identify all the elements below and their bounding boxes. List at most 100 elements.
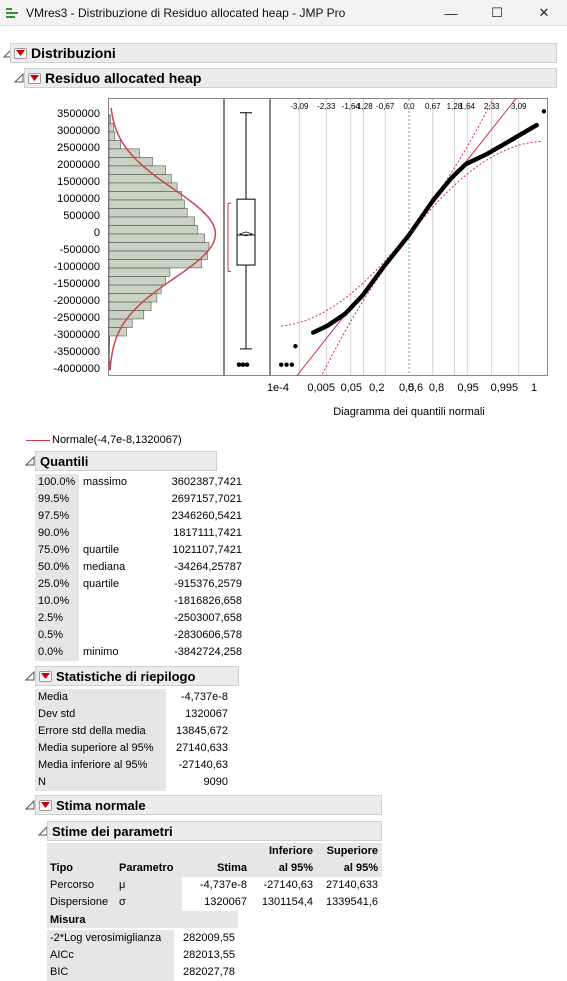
quantile-pct: 0.0% bbox=[35, 644, 79, 661]
summary-value: 13845,672 bbox=[176, 725, 228, 737]
param-stima: -4,737e-8 bbox=[199, 879, 247, 891]
disclosure-icon[interactable] bbox=[14, 73, 24, 83]
stima-normale-header: Stima normale bbox=[35, 795, 382, 815]
maximize-button[interactable]: ☐ bbox=[491, 5, 503, 20]
close-button[interactable]: ✕ bbox=[538, 5, 550, 20]
red-triangle-menu-icon[interactable] bbox=[39, 670, 52, 682]
legend: Normale(-4,7e-8,1320067) bbox=[26, 434, 182, 446]
prob-tick-label: 0,995 bbox=[490, 382, 519, 394]
top-quantile-label: -3,09 bbox=[290, 102, 309, 111]
y-tick-label: 0 bbox=[93, 226, 100, 239]
histogram-bar bbox=[108, 131, 116, 141]
histogram-bar bbox=[108, 148, 140, 158]
summary-label: Media inferiore al 95% bbox=[35, 757, 166, 774]
quantile-row: 90.0% 1817111,7421 bbox=[35, 525, 245, 542]
top-quantile-label: 0,0 bbox=[403, 102, 415, 111]
quantile-point bbox=[534, 122, 539, 128]
histogram-bar bbox=[108, 310, 145, 320]
y-tick-label: 3500000 bbox=[57, 107, 100, 120]
quantile-row: 0.5% -2830606,578 bbox=[35, 627, 245, 644]
summary-row: Media superiore al 95% 27140,633 bbox=[35, 740, 231, 757]
y-tick-label: -500000 bbox=[59, 243, 100, 256]
quantile-label: massimo bbox=[83, 476, 128, 488]
param-row: Dispersione σ 1320067 1301154,4 1339541,… bbox=[47, 894, 382, 911]
window-title: VMres3 - Distribuzione di Residuo alloca… bbox=[26, 5, 346, 20]
measure-row: AICc 282013,55 bbox=[47, 947, 238, 964]
box-plot[interactable] bbox=[224, 98, 270, 376]
param-stima: 1320067 bbox=[204, 896, 247, 908]
statistiche-header: Statistiche di riepilogo bbox=[35, 666, 239, 686]
quantile-point bbox=[541, 109, 547, 114]
histogram-bar bbox=[108, 199, 185, 209]
quantile-point bbox=[284, 362, 289, 367]
quantile-pct: 2.5% bbox=[35, 610, 79, 627]
quantile-row: 97.5% 2346260,5421 bbox=[35, 508, 245, 525]
quantile-row: 75.0% quartile 1021107,7421 bbox=[35, 542, 245, 559]
disclosure-icon[interactable] bbox=[25, 456, 35, 466]
y-tick-label: -1500000 bbox=[53, 277, 101, 290]
red-triangle-menu-icon[interactable] bbox=[28, 72, 41, 84]
quantile-pct: 75.0% bbox=[35, 542, 79, 559]
summary-value: 27140,633 bbox=[176, 742, 228, 754]
prob-tick-label: 0,6 bbox=[407, 382, 424, 394]
summary-value: -4,737e-8 bbox=[180, 691, 228, 703]
col-parametro: Parametro bbox=[119, 862, 174, 874]
stima-normale-title: Stima normale bbox=[56, 797, 146, 813]
y-tick-label: 2000000 bbox=[57, 158, 100, 171]
col-superiore-2: al 95% bbox=[343, 862, 378, 874]
quantile-label: mediana bbox=[83, 561, 126, 573]
top-quantile-label: 1,64 bbox=[459, 102, 475, 111]
quantile-pct: 25.0% bbox=[35, 576, 79, 593]
red-triangle-menu-icon[interactable] bbox=[39, 799, 52, 811]
param-tipo: Percorso bbox=[50, 879, 95, 891]
histogram-bar bbox=[108, 259, 203, 269]
prob-tick-label: 0,2 bbox=[369, 382, 385, 394]
histogram-bar bbox=[108, 335, 110, 345]
quantile-point bbox=[279, 362, 284, 367]
variable-header: Residuo allocated heap bbox=[24, 68, 557, 88]
legend-line-swatch bbox=[26, 439, 50, 441]
statistiche-title: Statistiche di riepilogo bbox=[56, 668, 196, 684]
summary-label: Dev std bbox=[35, 706, 166, 723]
summary-row: Media -4,737e-8 bbox=[35, 689, 231, 706]
histogram-bar bbox=[108, 318, 133, 328]
prob-tick-label: 1 bbox=[531, 382, 538, 394]
histogram-bar bbox=[108, 242, 210, 252]
normal-quantile-plot[interactable]: -3,09 -2,33 -1,64-1,28 -0,67 0,0 0,67 1,281,64… bbox=[270, 98, 548, 376]
shortest-half-bracket bbox=[227, 202, 231, 272]
minimize-button[interactable]: — bbox=[444, 5, 458, 21]
jmp-app-icon bbox=[6, 7, 20, 19]
top-quantile-label: -2,33 bbox=[317, 102, 336, 111]
top-quantile-label: -1,64 bbox=[342, 102, 361, 111]
top-quantile-label: 1,28 bbox=[447, 102, 463, 111]
quantile-pct: 50.0% bbox=[35, 559, 79, 576]
disclosure-icon[interactable] bbox=[25, 800, 35, 810]
y-tick-label: -3000000 bbox=[53, 328, 101, 341]
window-titlebar: VMres3 - Distribuzione di Residuo alloca… bbox=[0, 0, 567, 26]
disclosure-icon[interactable] bbox=[25, 671, 35, 681]
y-tick-label: 3000000 bbox=[57, 124, 100, 137]
col-tipo: Tipo bbox=[50, 862, 74, 874]
measure-value: 282013,55 bbox=[183, 949, 235, 961]
quantile-value: 1817111,7421 bbox=[173, 527, 242, 539]
prob-tick-label: 0,005 bbox=[307, 382, 335, 394]
quantile-value: -34264,25787 bbox=[174, 561, 242, 573]
y-tick-label: -2000000 bbox=[53, 294, 101, 307]
prob-tick-label: 0,5 bbox=[399, 382, 415, 394]
quantile-pct: 100.0% bbox=[35, 474, 79, 491]
normal-fit-curve bbox=[109, 107, 217, 371]
histogram-bar bbox=[108, 114, 111, 124]
y-tick-label: 500000 bbox=[63, 209, 100, 222]
y-tick-label: -3500000 bbox=[53, 345, 101, 358]
quantile-row: 2.5% -2503007,658 bbox=[35, 610, 245, 627]
summary-row: N 9090 bbox=[35, 774, 231, 791]
quantile-row: 100.0% massimo 3602387,7421 bbox=[35, 474, 245, 491]
param-inferiore: -27140,63 bbox=[263, 879, 313, 891]
quantile-value: 3602387,7421 bbox=[171, 476, 242, 488]
histogram-bar bbox=[108, 250, 208, 260]
red-triangle-menu-icon[interactable] bbox=[14, 47, 27, 59]
top-quantile-label: 2,33 bbox=[484, 102, 500, 111]
histogram-plot[interactable] bbox=[108, 98, 224, 376]
summary-row: Media inferiore al 95% -27140,63 bbox=[35, 757, 231, 774]
outlier-point bbox=[240, 362, 246, 367]
